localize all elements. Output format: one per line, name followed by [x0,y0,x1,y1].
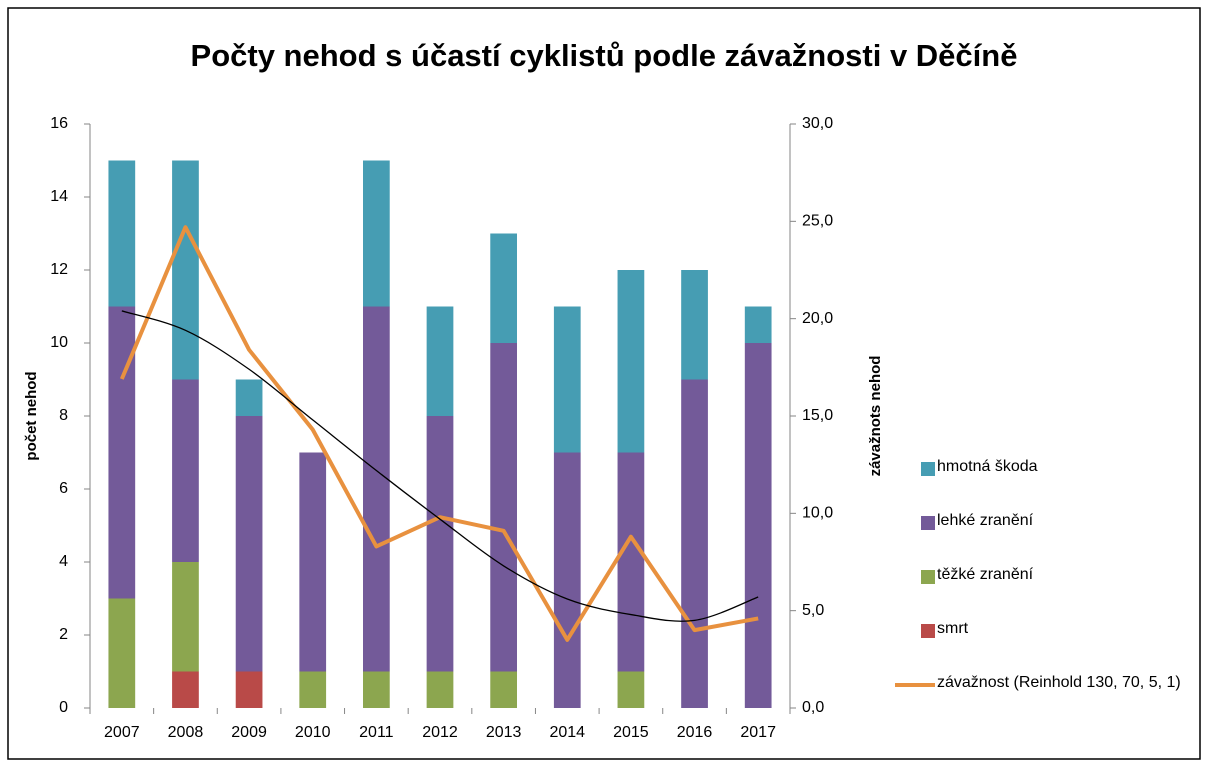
bar-segment [490,233,517,343]
bar-segment [172,379,199,562]
y2-tick-label: 0,0 [802,699,824,716]
frame [7,7,1201,760]
bar-segment [681,379,708,708]
y2-axis-title: závažnots nehod [867,356,884,477]
y-tick-label: 6 [59,480,68,497]
y2-tick-label: 10,0 [802,505,833,522]
y-tick-label: 12 [50,261,68,278]
x-tick-label: 2008 [168,724,204,741]
bar-segment [681,270,708,380]
y-tick-label: 16 [50,115,68,132]
bar-segment [363,160,390,307]
bar-segment [744,306,772,343]
legend-swatch [895,683,935,687]
bar-segment [553,306,581,453]
legend-swatch [895,462,935,476]
bar-segment [426,306,454,416]
x-tick-label: 2009 [231,724,267,741]
bar-segment [363,671,390,708]
legend-item: lehké zranění [895,512,1195,566]
legend-label: lehké zranění [937,512,1034,529]
bar-segment [617,671,645,708]
x-tick-label: 2010 [295,724,331,741]
legend: hmotná škoda lehké zranění těžké zranění sm… [895,458,1195,728]
y-tick-label: 0 [59,699,68,716]
bar-segment [235,416,263,672]
y-tick-label: 8 [59,407,68,424]
x-tick-label: 2012 [422,724,458,741]
y2-tick-label: 25,0 [802,213,833,230]
bar-segment [617,452,645,672]
legend-swatch [895,624,935,638]
y-tick-label: 10 [50,334,68,351]
y-tick-label: 2 [59,626,68,643]
bar-segment [108,598,136,708]
bar-segment [426,671,454,708]
bar-segment [617,270,645,453]
legend-label: závažnost (Reinhold 130, 70, 5, 1) [937,674,1181,691]
y-tick-label: 4 [59,553,68,570]
bar-segment [426,416,454,672]
trendline [121,310,759,622]
y2-tick-label: 20,0 [802,310,833,327]
y2-tick-label: 15,0 [802,407,833,424]
legend-item: hmotná škoda [895,458,1195,512]
y2-tick-label: 5,0 [802,602,824,619]
x-tick-label: 2011 [359,724,394,741]
chart-title: Počty nehod s účastí cyklistů podle záva… [191,38,1018,73]
x-tick-label: 2013 [486,724,522,741]
legend-swatch [895,516,935,530]
y2-tick-label: 30,0 [802,115,833,132]
legend-item: těžké zranění [895,566,1195,620]
legend-label: hmotná škoda [937,458,1038,475]
legend-label: těžké zranění [937,566,1034,583]
y-axis-title: počet nehod [23,371,40,460]
x-tick-label: 2016 [677,724,713,741]
bar-segment [490,343,517,672]
y-tick-label: 14 [50,188,68,205]
legend-item: smrt [895,620,1195,674]
bar-segment [108,306,136,599]
line [119,225,759,642]
x-tick-label: 2015 [613,724,649,741]
bar-segment [299,452,327,672]
bar-segment [108,160,136,307]
bar-segment [235,379,263,416]
legend-swatch [895,570,935,584]
bar-segment [172,671,199,708]
bar-segment [235,671,263,708]
bar-segment [172,160,199,380]
bar-segment [299,671,327,708]
bar-segment [553,452,581,708]
x-tick-label: 2014 [549,724,585,741]
legend-label: smrt [937,620,969,637]
bar-segment [744,343,772,708]
bar-segment [363,306,390,672]
bar-segment [172,562,199,672]
x-tick-label: 2017 [740,724,776,741]
bar-segment [490,671,517,708]
legend-item: závažnost (Reinhold 130, 70, 5, 1) [895,674,1195,728]
x-tick-label: 2007 [104,724,140,741]
